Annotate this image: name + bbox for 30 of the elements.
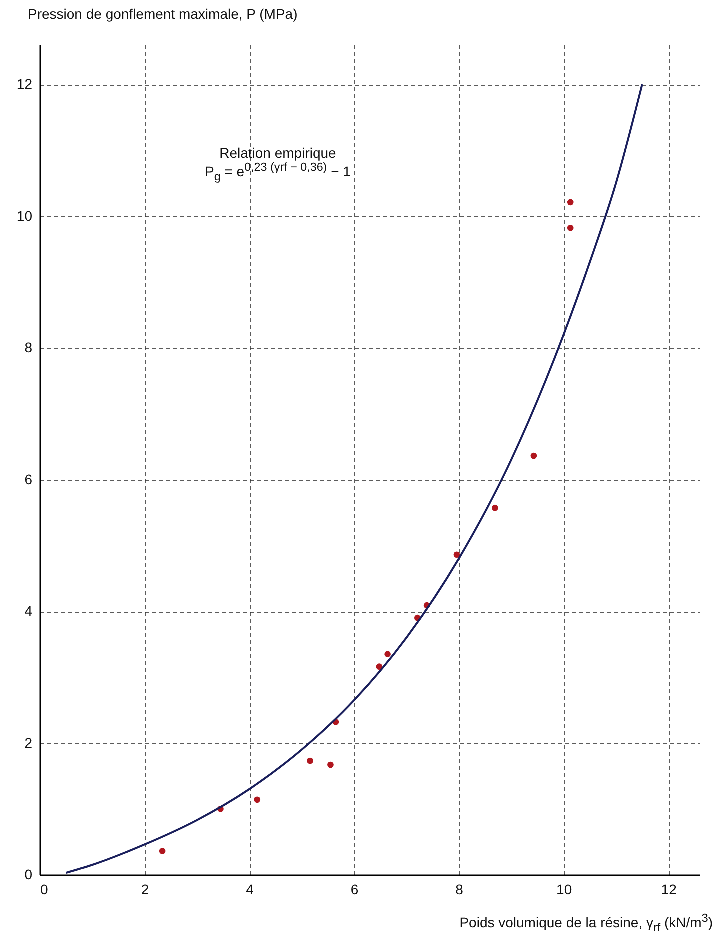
- x-tick-label: 10: [556, 882, 572, 898]
- annotation: P$_{g}$ = e$^{0,23 (γrf − 0,36)}$ − 1: [205, 161, 351, 184]
- point: [384, 651, 391, 658]
- x-tick-label: 6: [350, 882, 359, 898]
- point: [454, 552, 460, 558]
- point: [567, 224, 574, 232]
- x-tick-label: 4: [246, 882, 254, 898]
- y-tick-label: 10: [16, 208, 33, 224]
- point: [159, 848, 166, 854]
- point: [254, 796, 261, 804]
- x-tick-label: 8: [456, 882, 464, 898]
- y-axis-title: Pression de gonflement maximale, P (MPa): [28, 6, 298, 22]
- x-axis-title: Poids volumique de la résine, γ$_{rf}$ (kN/m$^{3}$): [460, 912, 713, 934]
- point: [492, 504, 498, 512]
- y-tick-label: 4: [24, 603, 33, 620]
- point: [530, 452, 538, 460]
- y-tick-label: 0: [24, 866, 33, 882]
- x-tick-label: 0: [40, 882, 48, 898]
- x-tick-label: 2: [141, 882, 150, 898]
- point: [376, 664, 383, 670]
- y-tick-label: 12: [16, 76, 33, 92]
- annotation: Relation empirique: [220, 145, 336, 161]
- x-tick-label: 12: [661, 882, 678, 898]
- line-series: [65, 84, 644, 874]
- y-tick-label: 2: [24, 734, 33, 751]
- point: [567, 199, 574, 206]
- y-tick-label: 8: [24, 340, 33, 356]
- point: [307, 758, 314, 764]
- point: [328, 762, 334, 768]
- y-tick-label: 6: [24, 471, 33, 488]
